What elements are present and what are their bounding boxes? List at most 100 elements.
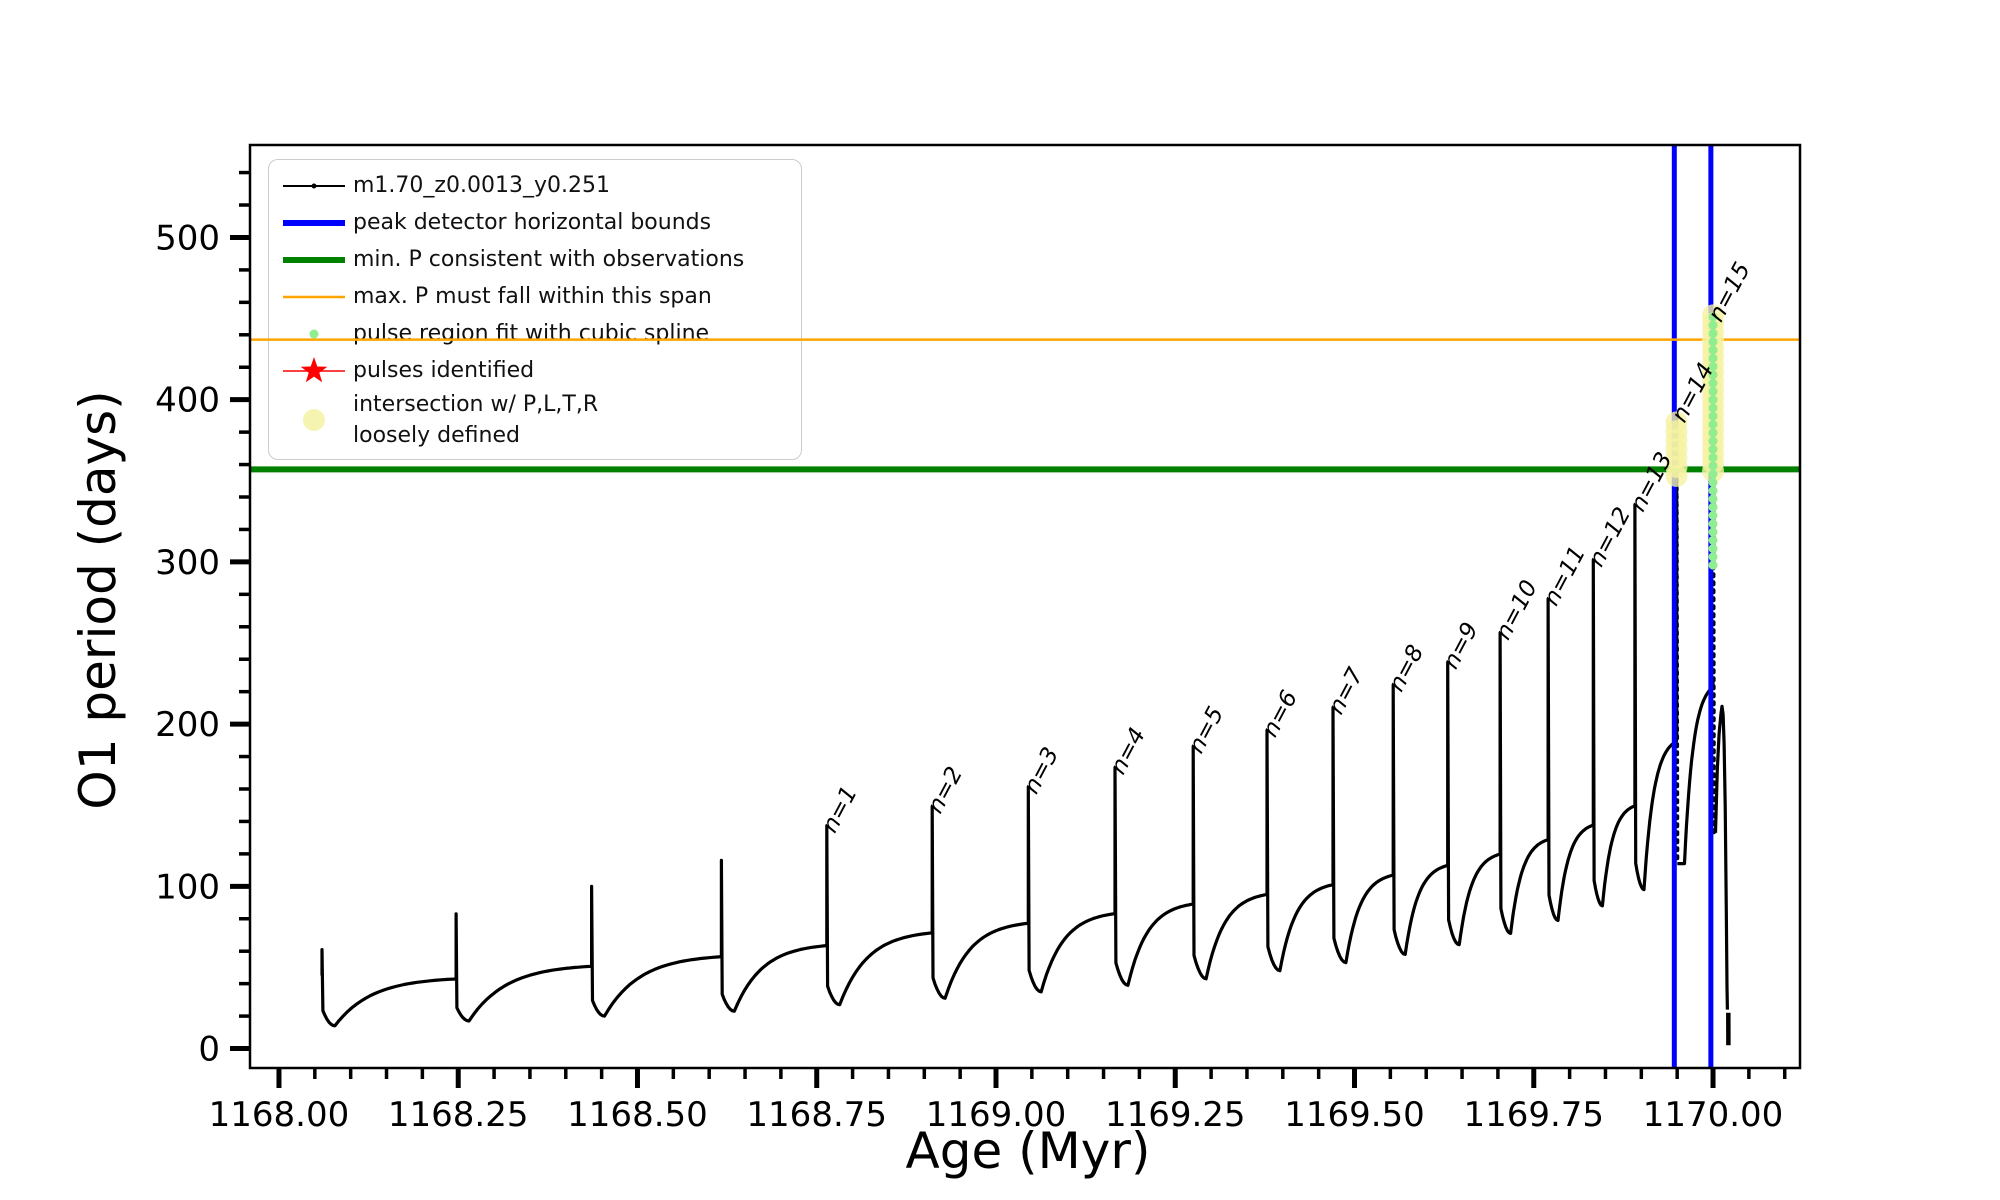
legend-label: intersection w/ P,L,T,R loosely defined xyxy=(353,392,599,448)
legend-entry: intersection w/ P,L,T,R loosely defined xyxy=(275,389,791,451)
intersection-marker xyxy=(1702,427,1725,450)
spline-fit-marker xyxy=(1708,395,1718,405)
x-tick-label: 1168.50 xyxy=(567,1095,708,1135)
legend-marker xyxy=(275,280,353,314)
spline-fit-marker xyxy=(1708,510,1718,520)
spline-fit-marker xyxy=(1708,428,1718,438)
pulse-label: n=8 xyxy=(1384,641,1430,696)
legend-label: max. P must fall within this span xyxy=(353,284,712,309)
spline-fit-marker xyxy=(1708,527,1718,537)
intersection-marker xyxy=(1702,361,1725,384)
pulse-label: n=3 xyxy=(1019,743,1065,798)
spline-fit-marker xyxy=(1708,502,1718,512)
spline-fit-marker xyxy=(1708,403,1718,413)
spline-fit-marker xyxy=(1708,461,1718,471)
legend-entry: pulses identified xyxy=(275,352,791,389)
legend-marker xyxy=(275,317,353,351)
pulse-labels: n=1 n=2 n=3 n=4 n=5 n=6 n=7 n=8 n=9n=10n=11n=12n… xyxy=(817,258,1756,837)
pulse-label: n=4 xyxy=(1105,724,1151,779)
pulse-spike-dotted xyxy=(1674,413,1680,866)
star-icon xyxy=(283,356,345,382)
spline-fit-marker xyxy=(1708,552,1718,562)
spline-fit-marker xyxy=(1708,353,1718,363)
spline-fit-marker xyxy=(1708,494,1718,504)
line-dot-icon xyxy=(283,183,345,188)
y-tick-label: 300 xyxy=(155,543,220,583)
dot-small-icon xyxy=(309,329,319,338)
x-tick-label: 1169.50 xyxy=(1284,1095,1425,1135)
spline-fit-marker xyxy=(1708,436,1718,446)
line-thin-icon xyxy=(283,295,345,298)
pulse-label: n=12 xyxy=(1584,503,1637,571)
intersection-marker xyxy=(1665,447,1688,470)
pulse-label: n=9 xyxy=(1438,618,1484,673)
pulse-label: n=11 xyxy=(1538,542,1591,610)
pulse-markers xyxy=(1665,304,1725,570)
intersection-marker xyxy=(1665,420,1688,443)
curve-segment xyxy=(1677,680,1715,866)
legend-marker xyxy=(275,169,353,203)
intersection-marker xyxy=(1702,451,1725,474)
pulse-label: n=7 xyxy=(1323,663,1369,718)
y-tick-label: 100 xyxy=(155,867,220,907)
spline-fit-marker xyxy=(1708,328,1718,338)
pulse-label: n=15 xyxy=(1703,258,1756,326)
intersection-marker xyxy=(1702,312,1725,335)
pulse-label: n=5 xyxy=(1184,703,1230,758)
pulse-label: n=13 xyxy=(1625,448,1678,516)
x-tick-label: 1169.75 xyxy=(1463,1095,1604,1135)
spline-fit-marker xyxy=(1708,312,1718,322)
spline-fit-marker xyxy=(1708,535,1718,545)
intersection-marker xyxy=(1702,460,1725,483)
y-tick-label: 200 xyxy=(155,705,220,745)
y-axis-label: O1 period (days) xyxy=(69,390,127,810)
intersection-marker xyxy=(1702,378,1725,401)
legend-entry: pulse region fit with cubic spline xyxy=(275,315,791,352)
intersection-marker xyxy=(1702,419,1725,442)
spline-fit-marker xyxy=(1708,519,1718,529)
y-tick-label: 0 xyxy=(198,1030,220,1070)
curve-segment xyxy=(320,503,1679,1028)
spline-fit-marker xyxy=(1708,419,1718,429)
intersection-marker xyxy=(1702,369,1725,392)
legend-entry: peak detector horizontal bounds xyxy=(275,204,791,241)
spline-fit-marker xyxy=(1708,386,1718,396)
spline-fit-marker xyxy=(1708,345,1718,355)
y-tick-label: 500 xyxy=(155,218,220,258)
line-thick-icon xyxy=(283,256,345,263)
spline-fit-marker xyxy=(1708,320,1718,330)
intersection-marker xyxy=(1702,394,1725,417)
legend-entry: max. P must fall within this span xyxy=(275,278,791,315)
legend-entry: m1.70_z0.0013_y0.251 xyxy=(275,167,791,204)
y-tick-label: 400 xyxy=(155,381,220,421)
spline-fit-marker xyxy=(1708,477,1718,487)
spline-fit-marker xyxy=(1708,560,1718,570)
spline-fit-marker xyxy=(1708,486,1718,496)
legend-label: pulse region fit with cubic spline xyxy=(353,321,710,346)
x-axis-label: Age (Myr) xyxy=(905,1122,1151,1180)
pulse-label: n=1 xyxy=(817,782,863,837)
pulse-label: n=10 xyxy=(1490,576,1543,644)
legend-label: peak detector horizontal bounds xyxy=(353,210,712,235)
line-thick-icon xyxy=(283,219,345,226)
intersection-marker xyxy=(1702,337,1725,360)
curve-segment xyxy=(1713,704,1729,1010)
spline-fit-marker xyxy=(1708,469,1718,479)
intersection-marker xyxy=(1702,353,1725,376)
spline-fit-marker xyxy=(1708,444,1718,454)
intersection-marker xyxy=(1702,304,1725,327)
intersection-marker xyxy=(1665,464,1688,487)
spline-fit-marker xyxy=(1708,370,1718,380)
intersection-marker xyxy=(1702,345,1725,368)
spline-fit-marker xyxy=(1708,378,1718,388)
legend-marker xyxy=(275,403,353,437)
intersection-marker xyxy=(1665,438,1688,461)
spline-fit-marker xyxy=(1708,544,1718,554)
spline-fit-marker xyxy=(1708,337,1718,347)
intersection-marker xyxy=(1665,429,1688,452)
legend-marker xyxy=(275,354,353,388)
intersection-marker xyxy=(1702,328,1725,351)
spline-fit-marker xyxy=(1708,453,1718,463)
intersection-marker xyxy=(1665,455,1688,478)
